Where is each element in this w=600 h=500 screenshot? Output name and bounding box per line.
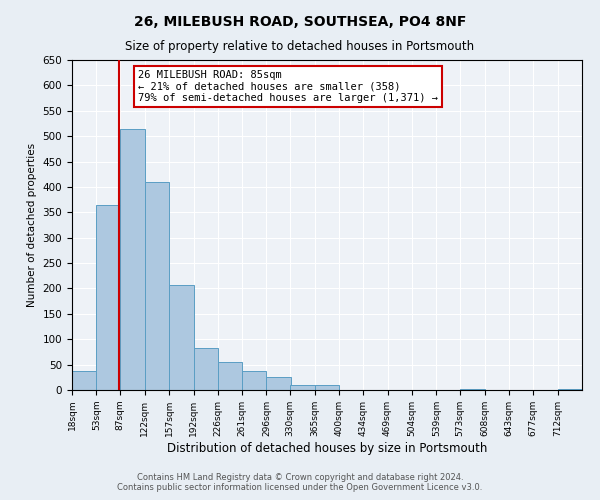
Bar [557,389,582,390]
X-axis label: Distribution of detached houses by size in Portsmouth: Distribution of detached houses by size … [167,442,487,454]
Text: Contains HM Land Registry data © Crown copyright and database right 2024.
Contai: Contains HM Land Registry data © Crown c… [118,473,482,492]
Bar [460,389,485,390]
Bar [97,204,121,390]
Bar [194,348,218,390]
Bar [120,128,145,390]
Bar [218,362,242,390]
Bar [72,370,97,390]
Bar [242,370,266,390]
Bar [169,285,194,390]
Y-axis label: Number of detached properties: Number of detached properties [27,143,37,307]
Bar [290,385,315,390]
Text: Size of property relative to detached houses in Portsmouth: Size of property relative to detached ho… [125,40,475,53]
Text: 26, MILEBUSH ROAD, SOUTHSEA, PO4 8NF: 26, MILEBUSH ROAD, SOUTHSEA, PO4 8NF [134,15,466,29]
Bar [315,385,339,390]
Text: 26 MILEBUSH ROAD: 85sqm
← 21% of detached houses are smaller (358)
79% of semi-d: 26 MILEBUSH ROAD: 85sqm ← 21% of detache… [139,70,438,103]
Bar [266,378,291,390]
Bar [145,182,169,390]
